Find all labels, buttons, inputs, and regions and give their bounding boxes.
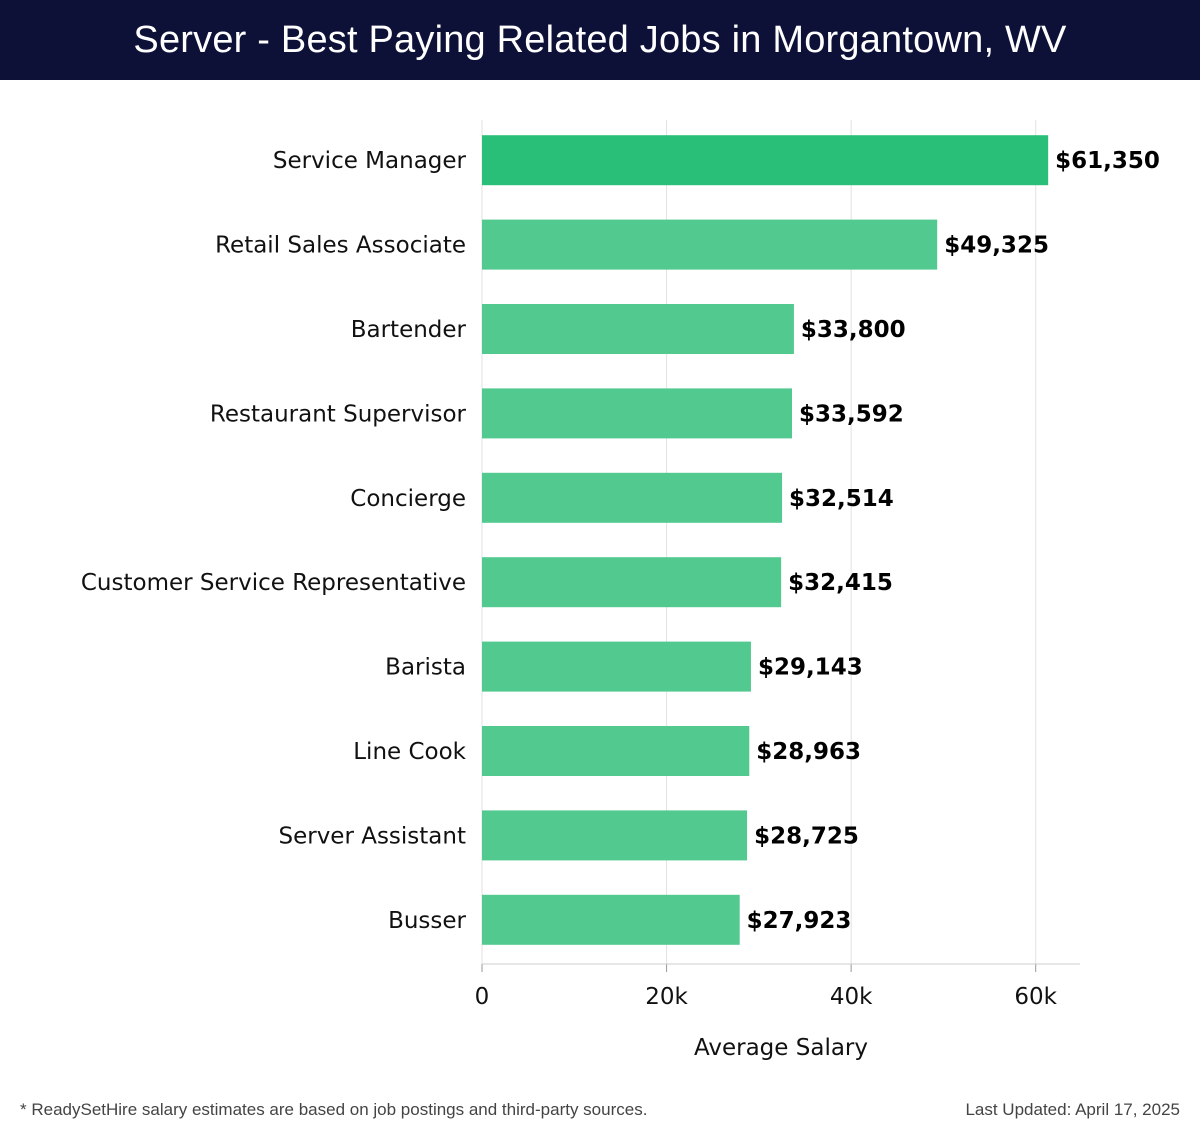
value-labels: $61,350 $49,325 $33,800 $33,592 $32,514 $32,4… <box>747 148 1160 934</box>
value-label: $33,800 <box>801 317 906 343</box>
chart-title: Server - Best Paying Related Jobs in Mor… <box>133 18 1067 61</box>
bar <box>482 894 740 945</box>
category-label: Barista <box>385 655 466 681</box>
x-tick-label: 60k <box>1014 984 1057 1010</box>
value-label: $33,592 <box>799 401 904 427</box>
bar <box>482 304 794 354</box>
category-label: Concierge <box>350 486 466 512</box>
x-tick-label: 0 <box>475 984 490 1010</box>
bar-chart: Service Manager Retail Sales Associate Bar… <box>81 120 1160 1061</box>
bars <box>482 135 1049 945</box>
category-label: Bartender <box>351 317 467 343</box>
value-label: $29,143 <box>758 655 863 681</box>
category-label: Restaurant Supervisor <box>210 401 467 427</box>
value-label: $61,350 <box>1055 148 1160 174</box>
x-tick-label: 20k <box>645 984 688 1010</box>
bar <box>482 472 783 523</box>
x-tick-label: 40k <box>830 984 873 1010</box>
bar <box>482 219 938 270</box>
category-label: Customer Service Representative <box>81 570 466 596</box>
category-labels: Service Manager Retail Sales Associate Bar… <box>81 148 467 934</box>
bar <box>482 810 748 861</box>
chart-header: Server - Best Paying Related Jobs in Mor… <box>0 0 1200 80</box>
bar <box>482 388 793 439</box>
value-label: $49,325 <box>944 233 1049 259</box>
value-label: $32,415 <box>788 570 893 596</box>
bar <box>482 135 1049 186</box>
x-axis-ticks: 0 20k 40k 60k <box>475 964 1058 1010</box>
bar <box>482 557 782 608</box>
x-axis-label: Average Salary <box>694 1035 868 1061</box>
footer-note: * ReadySetHire salary estimates are base… <box>20 1100 648 1119</box>
value-label: $28,725 <box>754 823 859 849</box>
category-label: Server Assistant <box>278 823 466 849</box>
value-label: $28,963 <box>756 739 861 765</box>
category-label: Retail Sales Associate <box>215 233 466 259</box>
value-label: $32,514 <box>789 486 894 512</box>
bar <box>482 726 750 776</box>
category-label: Busser <box>388 908 466 934</box>
footer-updated: Last Updated: April 17, 2025 <box>965 1100 1180 1119</box>
bar <box>482 641 751 692</box>
category-label: Service Manager <box>273 148 467 174</box>
category-label: Line Cook <box>353 739 466 765</box>
value-label: $27,923 <box>747 908 852 934</box>
